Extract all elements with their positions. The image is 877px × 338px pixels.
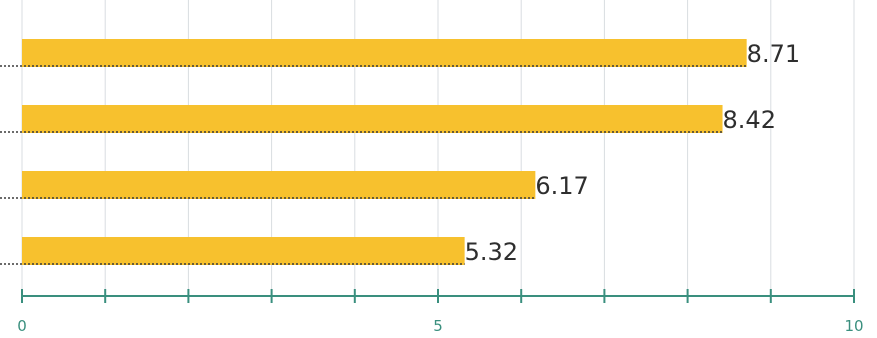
bar-row: 8.42 [0, 105, 776, 134]
bar-value-label: 8.71 [747, 40, 800, 68]
x-axis: 0 5 10 [17, 289, 864, 335]
bar-row: 6.17 [0, 171, 589, 200]
x-tick-label: 10 [844, 317, 863, 335]
bar [22, 105, 723, 133]
bars: 8.71 8.42 6.17 5.32 [0, 39, 800, 266]
bar [22, 39, 747, 67]
x-tick-label: 0 [17, 317, 27, 335]
bar-value-label: 5.32 [465, 238, 518, 266]
bar-value-label: 6.17 [535, 172, 588, 200]
bar-row: 5.32 [0, 237, 518, 266]
bar [22, 171, 536, 199]
bar-value-label: 8.42 [723, 106, 776, 134]
x-tick-label: 5 [433, 317, 443, 335]
bar [22, 237, 465, 265]
bar-row: 8.71 [0, 39, 800, 68]
